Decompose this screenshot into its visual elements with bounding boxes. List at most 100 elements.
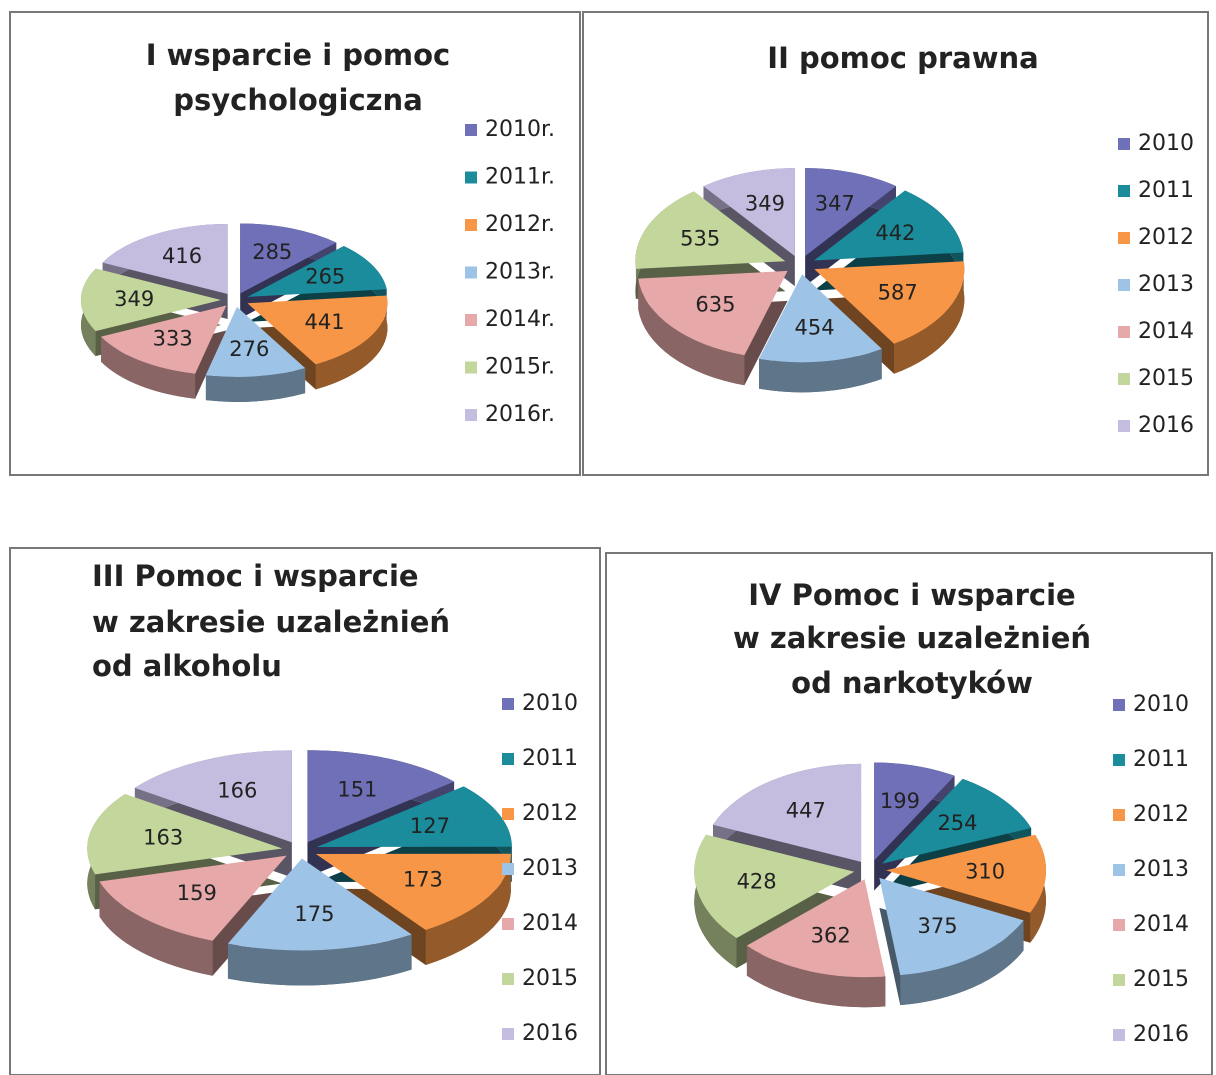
value-label: 362 [811,923,851,947]
value-label: 333 [153,327,193,351]
legend-swatch [1113,809,1125,821]
value-label: 441 [305,310,345,334]
value-label: 127 [410,814,450,838]
legend-label: 2015 [1138,366,1194,391]
slice [635,191,786,269]
slice-wall [100,336,196,399]
legend-swatch [502,808,514,820]
slice [205,306,306,377]
legend-swatch [465,124,477,136]
panel-border [605,552,1213,1075]
value-label: 347 [815,191,855,215]
legend-label: 2014 [1138,319,1194,344]
legend-swatch [1118,232,1130,244]
value-label: 254 [937,811,977,835]
chart-title: od narkotyków [791,666,1033,700]
slice [134,750,292,843]
slice-wall [638,278,745,386]
panel-border [582,11,1209,476]
legend-label: 2013r. [485,260,555,285]
legend-swatch [1118,420,1130,432]
legend-swatch [502,918,514,930]
legend-swatch [1118,279,1130,291]
slice [703,168,795,257]
legend-label: 2014 [1133,912,1189,937]
value-label: 442 [875,221,915,245]
legend-label: 2011 [1133,747,1189,772]
legend-label: 2015 [1133,967,1189,992]
slice [638,270,788,356]
slice [99,855,287,941]
slice [758,274,882,363]
legend-swatch [465,219,477,231]
legend-label: 2013 [1133,857,1189,882]
legend-label: 2010 [1133,692,1189,717]
legend-swatch [1118,138,1130,150]
value-label: 276 [229,337,269,361]
slice-wall [227,934,412,986]
value-label: 163 [143,826,183,850]
slice [882,778,1032,864]
value-label: 535 [680,226,720,250]
slice-wall [315,295,388,390]
slice-wall [425,853,511,966]
legend-swatch [465,266,477,279]
value-label: 173 [403,868,443,892]
value-label: 428 [737,869,777,893]
value-label: 159 [177,881,217,905]
chart-title: III Pomoc i wsparcie [92,559,419,593]
legend-label: 2012 [1133,802,1189,827]
slice [712,763,862,862]
slice [307,750,455,843]
legend-label: 2011 [522,746,578,771]
chart-title: psychologiczna [173,83,423,117]
value-label: 587 [878,280,918,304]
legend-label: 2010 [522,691,578,716]
legend-label: 2015r. [485,355,555,380]
slice [100,305,227,374]
value-label: 447 [786,798,826,822]
chart-title: w zakresie uzależnień [733,621,1091,655]
legend-swatch [502,753,514,765]
chart-panel: II pomoc prawna 347 442 587 454 635 535 349 2010… [582,11,1209,476]
legend-swatch [502,863,514,875]
legend-swatch [502,1028,514,1040]
slice [247,295,388,365]
chart-panel: I wsparcie i pomoc psychologiczna 285 265 44… [9,11,581,476]
legend-swatch [502,698,514,710]
value-label: 175 [294,902,334,926]
legend-swatch [465,314,477,326]
slice [814,261,965,344]
legend-swatch [1113,864,1125,876]
slice-wall [894,261,965,374]
chart-title: IV Pomoc i wsparcie [748,578,1075,612]
value-label: 635 [695,292,735,316]
value-label: 265 [305,265,345,289]
value-label: 199 [880,789,920,813]
legend-swatch [1113,699,1125,711]
chart-title: I wsparcie i pomoc [146,38,451,72]
legend-swatch [1118,185,1130,197]
legend-label: 2015 [522,966,578,991]
value-label: 349 [745,191,785,215]
value-label: 310 [965,860,1005,884]
legend-swatch [465,361,477,374]
value-label: 166 [217,779,257,803]
legend-label: 2014r. [485,307,555,332]
slice [316,786,512,848]
slice [814,190,964,261]
legend-label: 2011 [1138,178,1194,203]
legend-swatch [465,409,477,421]
legend-label: 2014 [522,911,578,936]
slice-wall [758,348,882,393]
slice-wall [900,920,1024,1006]
chart-title: od alkoholu [92,649,282,683]
slice-wall [205,368,306,402]
legend-label: 2010r. [485,117,555,142]
slice [81,268,222,332]
panel-border [9,547,601,1075]
slice [247,246,387,297]
legend-swatch [1118,326,1130,338]
slice [227,858,412,951]
